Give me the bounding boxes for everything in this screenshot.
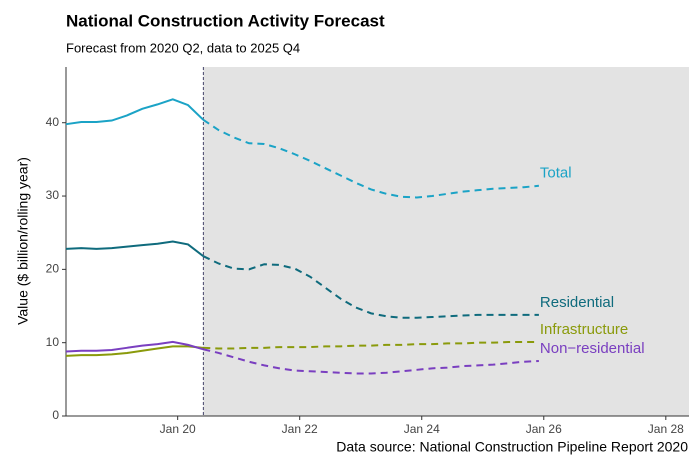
chart-subtitle: Forecast from 2020 Q2, data to 2025 Q4 [66,40,300,55]
y-tick-label: 40 [46,115,60,129]
series-line-actual [65,345,204,357]
forecast-region [203,67,689,416]
series-label: Infrastructure [540,321,628,338]
series-label: Residential [540,294,614,311]
series-line-actual [65,340,204,353]
series-line-forecast [202,255,539,319]
series-line-forecast [203,340,539,350]
chart-title: National Construction Activity Forecast [66,11,385,30]
x-tick-label: Jan 24 [404,422,440,436]
y-tick-label: 30 [46,188,60,202]
series-line-forecast [202,118,539,199]
y-tick-label: 0 [52,408,59,422]
series-label: Total [540,165,572,182]
series-line-actual [65,98,204,126]
x-tick-label: Jan 20 [160,422,196,436]
y-tick-label: 10 [46,335,60,349]
series-line-actual [65,240,204,257]
x-tick-label: Jan 26 [526,422,562,436]
source-note: Data source: National Construction Pipel… [336,439,688,455]
y-tick-label: 20 [46,262,60,276]
y-axis-label: Value ($ billion/rolling year) [15,157,31,325]
series-label: Non−residential [540,340,645,357]
x-tick-label: Jan 22 [282,422,318,436]
series-line-forecast [203,348,539,375]
x-tick-label: Jan 28 [648,422,684,436]
